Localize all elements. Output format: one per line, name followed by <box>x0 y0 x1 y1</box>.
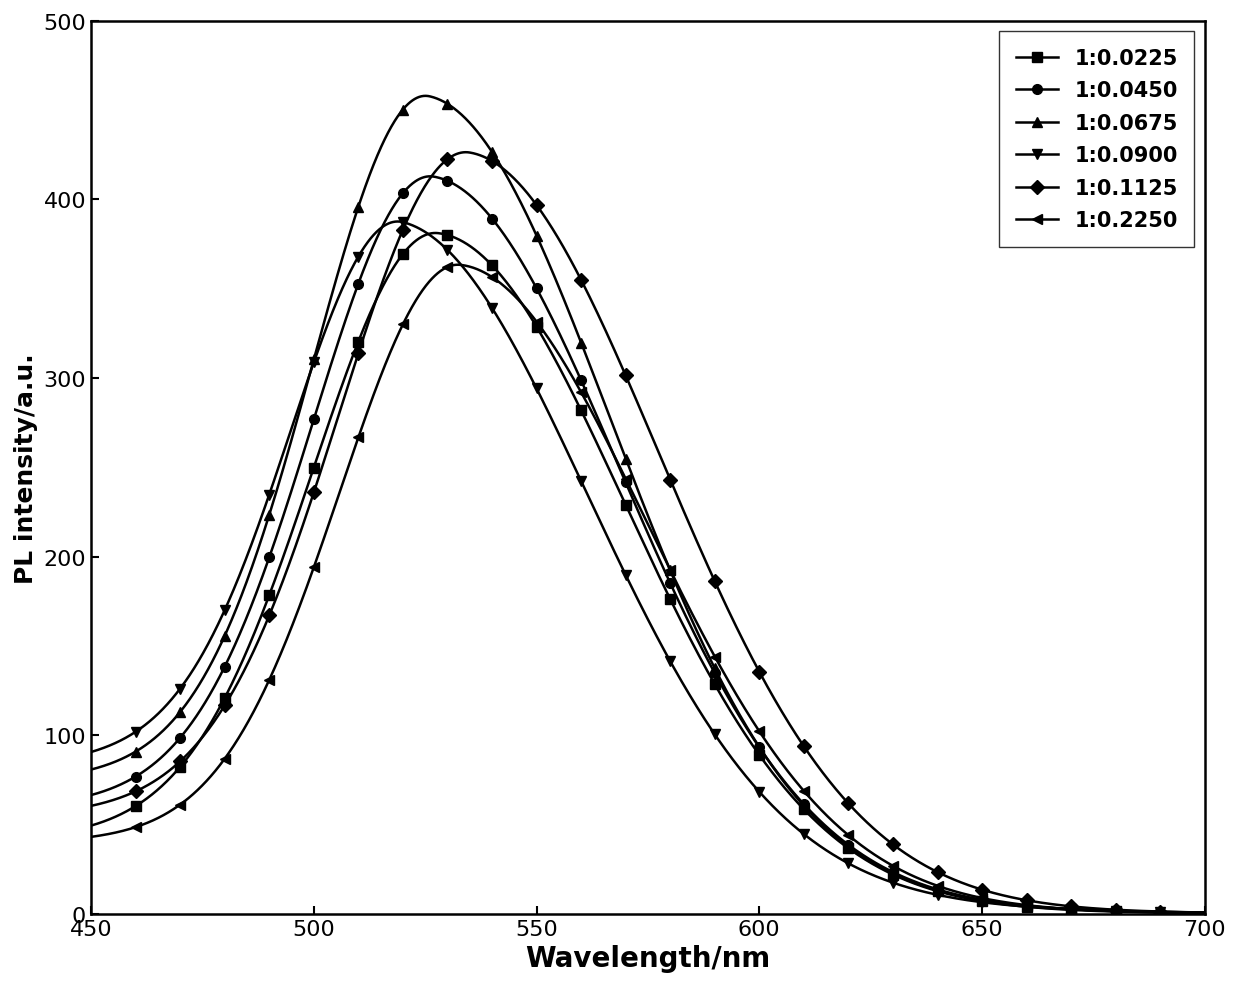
X-axis label: Wavelength/nm: Wavelength/nm <box>526 945 770 972</box>
Legend: 1:0.0225, 1:0.0450, 1:0.0675, 1:0.0900, 1:0.1125, 1:0.2250: 1:0.0225, 1:0.0450, 1:0.0675, 1:0.0900, … <box>999 33 1194 247</box>
Y-axis label: PL intensity/a.u.: PL intensity/a.u. <box>14 353 38 583</box>
